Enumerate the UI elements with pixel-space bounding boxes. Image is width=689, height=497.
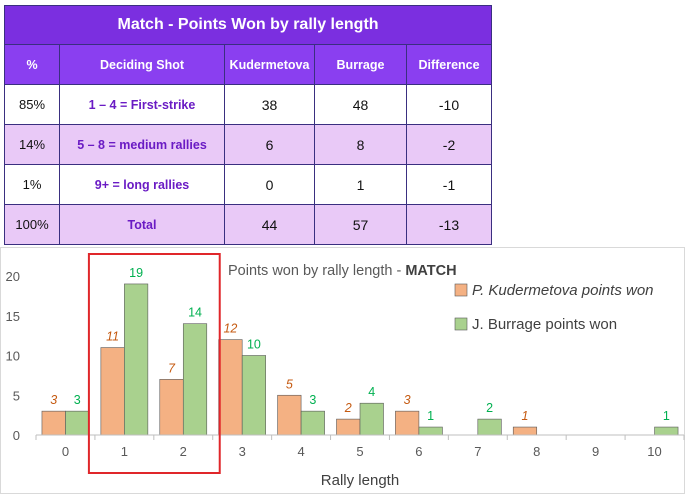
table-row: 100% Total 44 57 -13 [4,204,493,245]
data-label-kudermetova: 7 [168,361,176,375]
table-title: Match - Points Won by rally length [3,5,493,45]
cell-difference: -13 [405,204,493,245]
bar-burrage [65,410,90,436]
bar-kudermetova [395,410,420,436]
data-label-burrage: 1 [427,409,434,423]
x-tick-label: 9 [592,444,599,459]
cell-percent: 14% [4,124,60,165]
x-tick-label: 7 [474,444,481,459]
data-label-burrage: 3 [74,393,81,407]
data-label-burrage: 3 [309,393,316,407]
data-label-kudermetova: 1 [522,409,529,423]
cell-kudermetova: 38 [224,84,315,125]
rally-length-table: Match - Points Won by rally length % Dec… [3,5,493,245]
bar-burrage [300,410,325,436]
chart-title-main: Points won by rally length - [228,263,405,279]
data-label-kudermetova: 3 [50,393,57,407]
x-tick-label: 0 [62,444,69,459]
legend-swatch [454,317,468,331]
data-label-kudermetova: 2 [344,401,352,415]
data-label-kudermetova: 5 [286,377,293,391]
data-label-burrage: 2 [486,401,493,415]
table-row: 14% 5 – 8 = medium rallies 6 8 -2 [4,124,493,165]
y-tick-label: 5 [13,388,20,403]
data-label-kudermetova: 11 [106,330,119,344]
x-tick-label: 5 [356,444,363,459]
cell-kudermetova: 0 [224,164,315,205]
table-row: 1% 9+ = long rallies 0 1 -1 [4,164,493,205]
cell-burrage: 48 [314,84,407,125]
data-label-burrage: 14 [188,306,202,320]
x-tick-label: 3 [239,444,246,459]
legend-label-burrage: J. Burrage points won [472,316,617,333]
cell-percent: 1% [4,164,60,205]
data-label-burrage: 10 [247,338,261,352]
x-tick-label: 6 [415,444,422,459]
bar-burrage [418,426,443,436]
header-burrage: Burrage [314,44,407,85]
bar-burrage [124,283,149,436]
data-label-kudermetova: 3 [404,393,411,407]
bar-kudermetova [218,339,243,436]
legend-label-kudermetova: P. Kudermetova points won [472,282,654,299]
bar-kudermetova [41,410,66,436]
data-label-kudermetova: 12 [223,322,237,336]
bar-burrage [182,323,208,436]
cell-difference: -2 [405,124,493,165]
cell-difference: -10 [405,84,493,125]
table-row: 85% 1 – 4 = First-strike 38 48 -10 [4,84,493,125]
bar-burrage [359,402,384,436]
x-axis-label: Rally length [321,472,399,489]
header-kudermetova: Kudermetova [224,44,315,85]
chart-title-bold: MATCH [405,263,456,279]
y-tick-label: 20 [6,269,20,284]
x-tick-label: 8 [533,444,540,459]
cell-deciding-shot: Total [59,204,225,245]
x-tick-label: 10 [647,444,661,459]
header-difference: Difference [405,44,493,85]
x-tick-label: 1 [121,444,128,459]
x-tick-label: 4 [297,444,304,459]
bar-kudermetova [159,379,184,436]
data-label-burrage: 4 [368,385,375,399]
cell-kudermetova: 6 [224,124,315,165]
legend-swatch [454,283,468,297]
bar-burrage [241,355,266,436]
bar-burrage [477,418,502,436]
y-tick-label: 15 [6,309,20,324]
x-tick-label: 2 [180,444,187,459]
cell-percent: 85% [4,84,60,125]
cell-kudermetova: 44 [224,204,315,245]
cell-difference: -1 [405,164,493,205]
cell-burrage: 1 [314,164,407,205]
header-percent: % [4,44,60,85]
y-tick-label: 10 [6,349,20,364]
data-label-burrage: 19 [129,266,143,280]
chart-title: Points won by rally length - MATCH [228,263,457,279]
y-tick-label: 0 [13,428,20,443]
cell-deciding-shot: 9+ = long rallies [59,164,225,205]
cell-percent: 100% [4,204,60,245]
cell-deciding-shot: 1 – 4 = First-strike [59,84,225,125]
bar-burrage [654,426,679,436]
bar-kudermetova [277,394,302,436]
bar-kudermetova [512,426,538,436]
cell-burrage: 8 [314,124,407,165]
data-label-burrage: 1 [663,409,670,423]
header-deciding-shot: Deciding Shot [59,44,225,85]
bar-kudermetova [100,347,125,436]
cell-deciding-shot: 5 – 8 = medium rallies [59,124,225,165]
bar-kudermetova [336,418,361,436]
highlight-box [87,253,221,474]
cell-burrage: 57 [314,204,407,245]
